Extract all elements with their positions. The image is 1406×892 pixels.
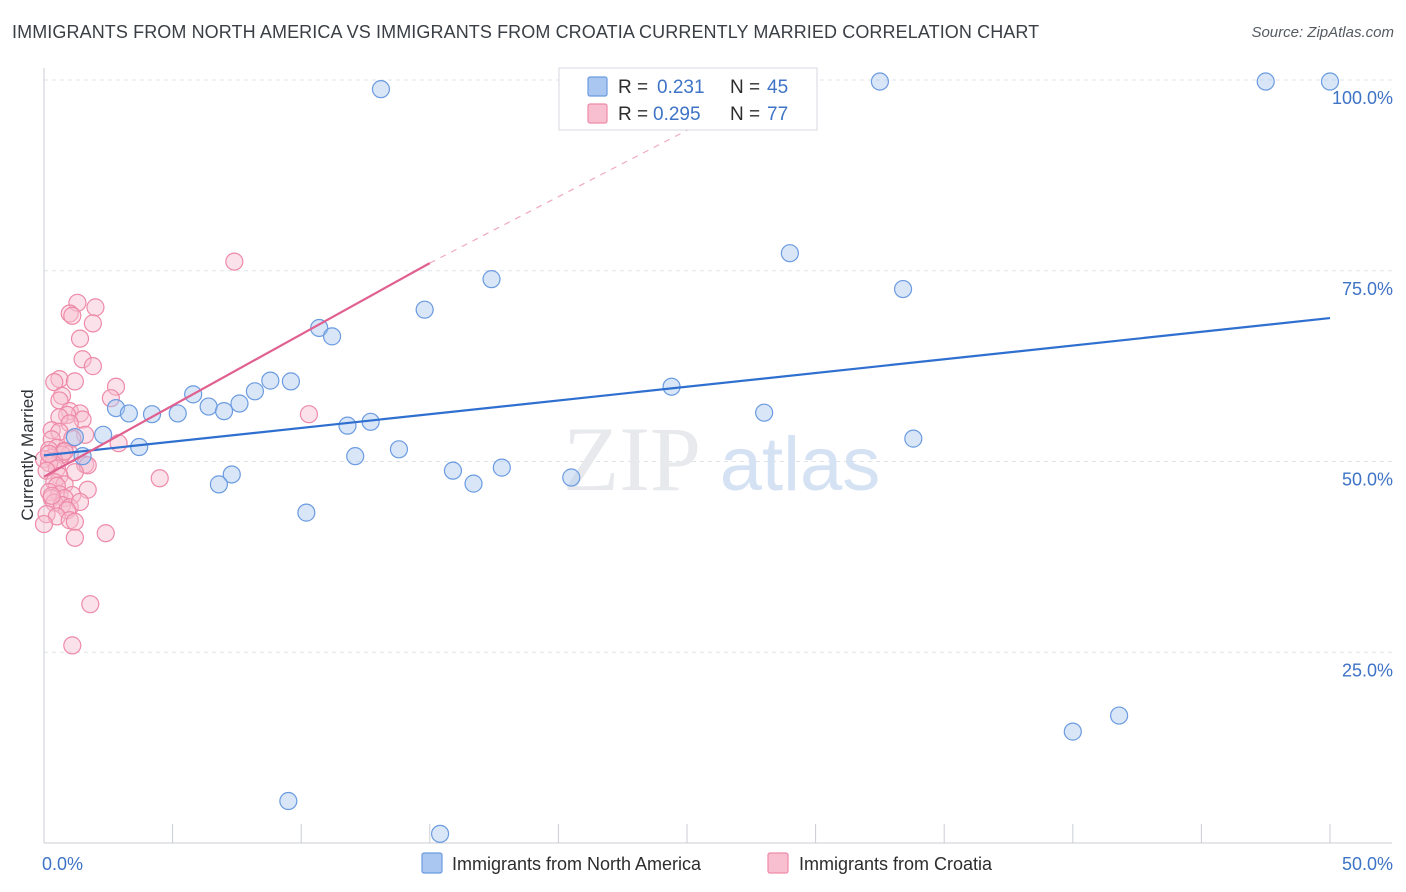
north-america-point: [209, 475, 228, 494]
north-america-point: [245, 382, 265, 401]
north-america-point: [562, 468, 581, 487]
north-america-point: [1063, 722, 1082, 741]
axes: [43, 68, 1392, 844]
north-america-point: [119, 404, 138, 423]
north-america-point: [346, 447, 365, 466]
croatia-point: [63, 306, 82, 325]
north-america-point: [492, 458, 511, 477]
watermark-atlas: atlas: [720, 422, 881, 507]
bottom-legend-label-north-america: Immigrants from North America: [452, 854, 702, 874]
watermark: ZIP atlas: [563, 408, 880, 510]
north-america-point: [893, 279, 913, 299]
north-america-point: [199, 397, 218, 416]
legend-n-value-croatia: 77: [767, 104, 788, 125]
bottom-legend-swatch-north-america: [421, 852, 443, 874]
croatia-point: [70, 329, 90, 348]
legend-swatch-north-america: [587, 76, 608, 97]
croatia-point: [96, 524, 115, 543]
y-tick-label: 75.0%: [1342, 279, 1393, 299]
croatia-point: [42, 421, 61, 440]
north-america-point: [904, 429, 923, 448]
croatia-point: [150, 469, 169, 488]
legend-r-label: R =: [618, 77, 648, 98]
north-america-point: [214, 402, 234, 421]
north-america-point: [1256, 72, 1275, 91]
x-tick-label: 0.0%: [42, 854, 83, 874]
north-america-point: [371, 80, 391, 99]
north-america-point: [297, 503, 316, 522]
x-tick-label: 50.0%: [1342, 854, 1393, 874]
croatia-point: [70, 492, 90, 512]
croatia-point: [106, 377, 126, 396]
north-america-point: [755, 403, 774, 422]
north-america-point: [230, 394, 249, 413]
croatia-point: [34, 514, 54, 534]
legend-swatch-croatia: [587, 103, 608, 124]
north-america-point: [1109, 706, 1129, 725]
croatia-point: [60, 498, 79, 517]
north-america-point: [430, 824, 450, 843]
croatia-point: [65, 372, 84, 391]
north-america-point: [322, 327, 342, 346]
north-america-point: [1320, 72, 1340, 91]
north-america-point: [222, 465, 241, 484]
croatia-point: [81, 595, 100, 614]
croatia-point: [65, 512, 84, 531]
legend-n-label: N =: [730, 77, 760, 98]
north-america-point: [415, 300, 434, 319]
y-tick-label: 50.0%: [1342, 470, 1393, 490]
north-america-point: [443, 461, 463, 480]
north-america-point: [870, 72, 890, 91]
chart-title: IMMIGRANTS FROM NORTH AMERICA VS IMMIGRA…: [12, 22, 1040, 42]
north-america-point: [281, 372, 301, 391]
watermark-zip: ZIP: [563, 408, 701, 510]
y-axis-label: Currently Married: [18, 389, 37, 520]
north-america-point: [168, 404, 187, 423]
bottom-legend-swatch-croatia: [767, 852, 789, 874]
croatia-point: [73, 350, 92, 369]
croatia-point: [101, 389, 120, 408]
legend-r-value-croatia: 0.295: [653, 104, 701, 125]
croatia-point: [45, 373, 64, 392]
north-america-point: [279, 791, 298, 811]
north-america-point: [780, 244, 799, 263]
croatia-point: [86, 298, 105, 317]
y-tick-label: 25.0%: [1342, 660, 1393, 680]
croatia-point: [299, 405, 319, 424]
x-tick-labels: 0.0% 50.0%: [42, 854, 1393, 874]
legend-n-label: N =: [730, 104, 760, 125]
north-america-point: [482, 270, 501, 289]
y-tick-label: 100.0%: [1332, 88, 1393, 108]
croatia-point: [83, 314, 102, 333]
croatia-point: [225, 252, 244, 271]
north-america-point: [338, 416, 357, 435]
croatia-point: [60, 304, 79, 323]
north-america-point: [130, 437, 149, 457]
croatia-point: [65, 463, 84, 482]
croatia-point: [65, 528, 84, 547]
grid-lines: [44, 79, 1392, 653]
croatia-point: [42, 486, 61, 505]
north-america-point: [261, 371, 280, 390]
north-america-point: [65, 427, 84, 447]
legend: R = 0.231 N = 45 R = 0.295 N = 77: [558, 67, 818, 131]
north-america-point: [389, 440, 409, 459]
legend-r-value-north-america: 0.231: [657, 77, 705, 98]
bottom-legend: Immigrants from North America Immigrants…: [421, 852, 993, 874]
source-label: Source: ZipAtlas.com: [1251, 24, 1394, 41]
croatia-trend-line: [43, 262, 431, 478]
croatia-point: [63, 636, 82, 655]
legend-n-value-north-america: 45: [767, 77, 788, 98]
north-america-point: [464, 474, 483, 493]
north-america-points: [65, 72, 1340, 843]
y-tick-labels: 100.0% 75.0% 50.0% 25.0%: [1332, 88, 1393, 680]
north-america-trend-line: [43, 316, 1331, 457]
legend-r-label: R =: [618, 104, 648, 125]
bottom-legend-label-croatia: Immigrants from Croatia: [799, 854, 993, 874]
croatia-point: [83, 357, 102, 376]
